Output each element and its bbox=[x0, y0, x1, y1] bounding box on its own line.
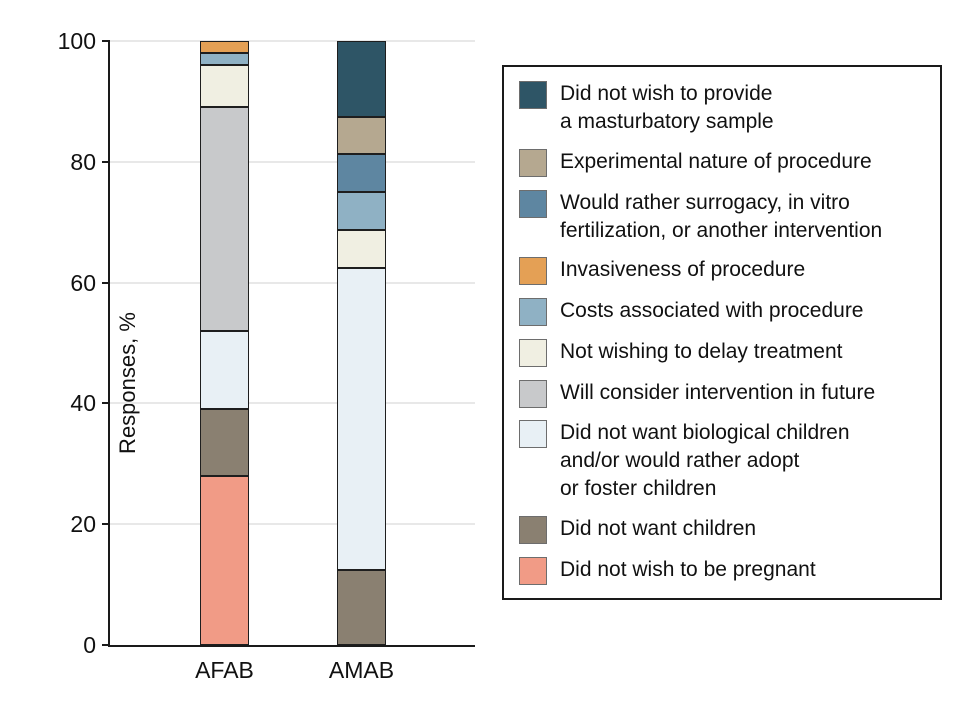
y-tick-label-40: 40 bbox=[70, 390, 96, 417]
y-tickmark-0 bbox=[102, 644, 110, 646]
legend-label-line: Invasiveness of procedure bbox=[560, 258, 806, 282]
bar-segment-amab-series-4 bbox=[337, 229, 386, 268]
legend-item-2: Did not want biological children and/or w… bbox=[519, 419, 932, 503]
legend-label-8: Experimental nature of procedure bbox=[560, 148, 872, 176]
bar-segment-afab-series-3 bbox=[200, 107, 249, 331]
legend-label-1: Did not want children bbox=[560, 515, 756, 543]
bar-afab bbox=[200, 41, 249, 645]
y-tick-label-80: 80 bbox=[70, 148, 96, 175]
legend-item-1: Did not want children bbox=[519, 515, 932, 545]
y-tickmark-60 bbox=[102, 281, 110, 284]
legend-label-line: Costs associated with procedure bbox=[560, 299, 864, 323]
legend-label-9: Did not wish to provide a masturbatory sa… bbox=[560, 80, 774, 136]
bar-segment-amab-series-5 bbox=[337, 192, 386, 230]
bar-segment-afab-series-1 bbox=[200, 409, 249, 476]
y-tick-label-0: 0 bbox=[83, 632, 96, 658]
gridline-80 bbox=[110, 160, 475, 163]
legend-swatch-5 bbox=[519, 298, 547, 327]
bar-segment-afab-series-6 bbox=[200, 41, 249, 54]
legend-swatch-6 bbox=[519, 257, 547, 286]
legend-label-3: Will consider intervention in future bbox=[560, 379, 875, 407]
legend-label-line: a masturbatory sample bbox=[560, 110, 774, 133]
legend-swatch-1 bbox=[519, 516, 547, 545]
legend-item-5: Costs associated with procedure bbox=[519, 297, 932, 327]
bar-segment-afab-series-4 bbox=[200, 65, 249, 108]
legend-label-line: Did not wish to provide bbox=[560, 82, 773, 105]
legend-label-0: Did not wish to be pregnant bbox=[560, 556, 816, 584]
legend-item-6: Invasiveness of procedure bbox=[519, 256, 932, 286]
plot-area: Responses, % 0 20 40 60 80 100 AFAB AMAB bbox=[58, 28, 475, 683]
legend-label-line: Did not want biological children bbox=[560, 421, 850, 445]
legend-label-line: Experimental nature of procedure bbox=[560, 149, 872, 173]
legend-label-6: Invasiveness of procedure bbox=[560, 256, 805, 284]
bar-segment-afab-series-2 bbox=[200, 330, 249, 410]
y-tickmark-20 bbox=[102, 523, 110, 526]
y-tickmark-40 bbox=[102, 402, 110, 405]
bar-segment-amab-series-9 bbox=[337, 41, 386, 117]
bar-segment-amab-series-7 bbox=[337, 154, 386, 192]
bar-segment-amab-series-8 bbox=[337, 116, 386, 155]
y-tick-label-60: 60 bbox=[70, 269, 96, 296]
legend-swatch-8 bbox=[519, 148, 547, 177]
legend-label-line: Did not wish to be pregnant bbox=[560, 557, 816, 581]
legend-label-line: Not wishing to delay treatment bbox=[560, 339, 843, 363]
y-axis-title: Responses, % bbox=[115, 312, 140, 454]
legend-label-line: fertilization, or another intervention bbox=[560, 218, 883, 242]
bar-amab bbox=[337, 41, 386, 645]
legend-item-0: Did not wish to be pregnant bbox=[519, 556, 932, 585]
bar-segment-amab-series-2 bbox=[337, 267, 386, 570]
gridline-60 bbox=[110, 281, 475, 284]
legend-item-8: Experimental nature of procedure bbox=[519, 148, 932, 177]
bar-segment-afab-series-5 bbox=[200, 53, 249, 66]
legend-label-5: Costs associated with procedure bbox=[560, 297, 864, 325]
legend-item-3: Will consider intervention in future bbox=[519, 379, 932, 408]
legend-item-4: Not wishing to delay treatment bbox=[519, 338, 932, 367]
legend-label-2: Did not want biological children and/or w… bbox=[560, 419, 850, 503]
legend-label-line: or foster children bbox=[560, 477, 717, 501]
legend-label-line: Did not want children bbox=[560, 517, 757, 541]
legend-swatch-2 bbox=[519, 420, 547, 449]
legend-item-7: Would rather surrogacy, in vitro fertiliz… bbox=[519, 189, 932, 245]
legend: Did not wish to provide a masturbatory sa… bbox=[502, 65, 942, 600]
legend-label-line: and/or would rather adopt bbox=[560, 449, 800, 473]
legend-item-9: Did not wish to provide a masturbatory sa… bbox=[519, 80, 932, 136]
legend-swatch-9 bbox=[519, 81, 547, 109]
legend-label-line: Would rather surrogacy, in vitro bbox=[560, 190, 850, 214]
gridline-100 bbox=[110, 40, 475, 42]
legend-label-4: Not wishing to delay treatment bbox=[560, 338, 842, 366]
legend-swatch-3 bbox=[519, 379, 547, 408]
gridline-20 bbox=[110, 523, 475, 526]
y-tick-label-20: 20 bbox=[70, 511, 96, 538]
y-tick-label-100: 100 bbox=[57, 28, 96, 54]
y-tickmark-80 bbox=[102, 160, 110, 163]
bar-segment-afab-series-0 bbox=[200, 475, 249, 645]
y-tickmark-100 bbox=[102, 40, 110, 42]
bar-segment-amab-series-1 bbox=[337, 569, 386, 645]
x-axis-label-afab: AFAB bbox=[195, 657, 254, 683]
legend-label-7: Would rather surrogacy, in vitro fertiliz… bbox=[560, 189, 882, 245]
legend-label-line: Will consider intervention in future bbox=[560, 380, 876, 404]
gridline-40 bbox=[110, 402, 475, 405]
legend-swatch-7 bbox=[519, 189, 547, 218]
legend-swatch-4 bbox=[519, 338, 547, 367]
x-axis-label-amab: AMAB bbox=[328, 657, 395, 683]
legend-swatch-0 bbox=[519, 556, 547, 585]
